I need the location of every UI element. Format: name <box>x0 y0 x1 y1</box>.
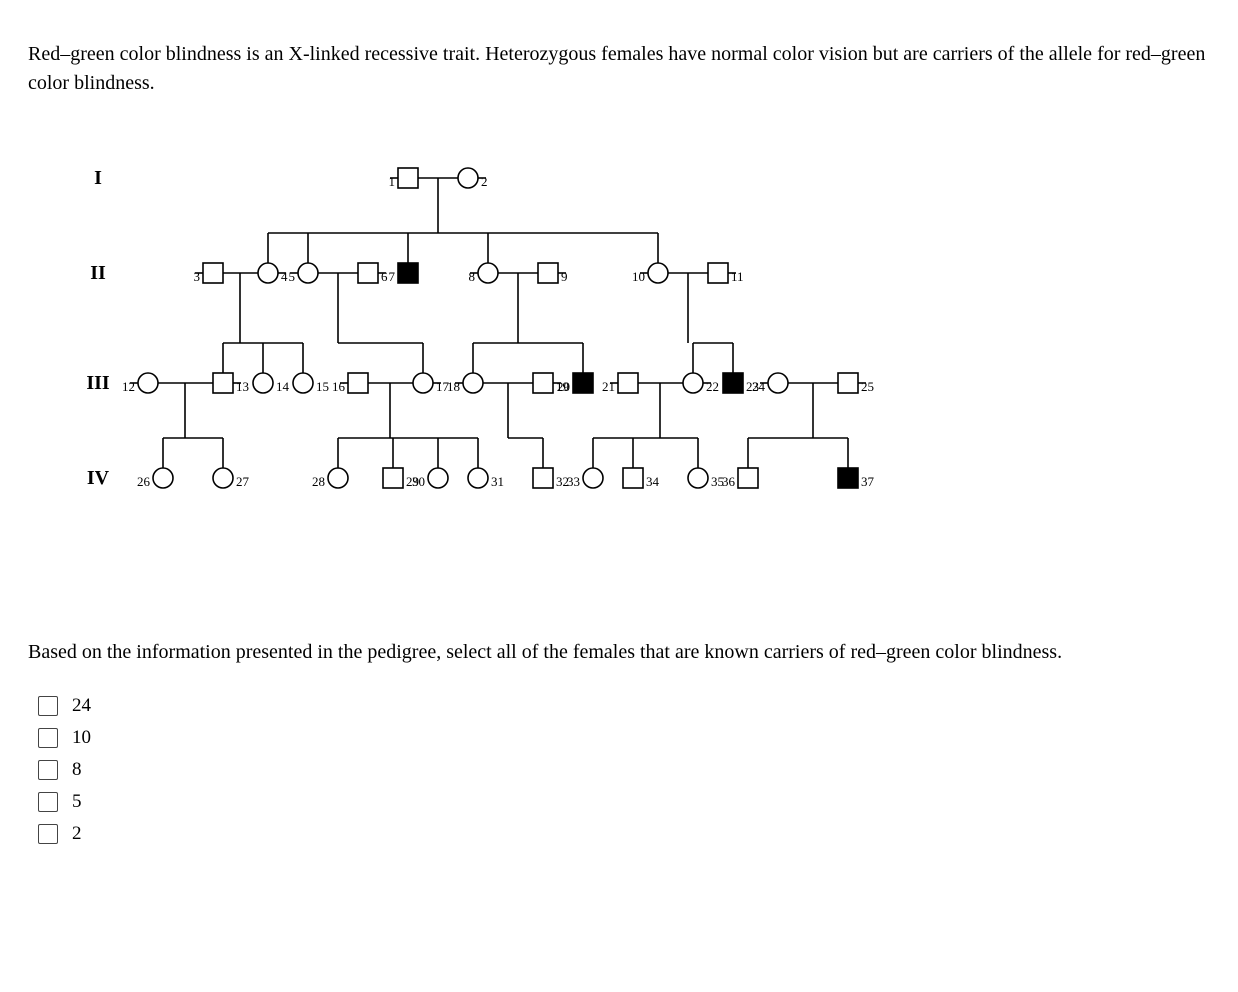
person-4-circle-icon <box>258 263 278 283</box>
person-2-circle-icon <box>458 168 478 188</box>
svg-text:5: 5 <box>289 269 296 284</box>
person-36-square-icon <box>738 468 758 488</box>
person-32-square-icon <box>533 468 553 488</box>
option-row-2[interactable]: 2 <box>38 823 1210 845</box>
svg-text:IV: IV <box>87 467 110 489</box>
svg-text:30: 30 <box>412 474 425 489</box>
person-11-square-icon <box>708 263 728 283</box>
person-34-square-icon <box>623 468 643 488</box>
answer-options: 24 10 8 5 2 <box>28 695 1210 845</box>
svg-text:III: III <box>86 372 110 394</box>
svg-text:18: 18 <box>447 379 460 394</box>
svg-text:II: II <box>90 262 106 284</box>
svg-text:4: 4 <box>281 269 288 284</box>
svg-text:13: 13 <box>236 379 249 394</box>
person-5-circle-icon <box>298 263 318 283</box>
checkbox-24[interactable] <box>38 696 58 716</box>
person-35-circle-icon <box>688 468 708 488</box>
svg-text:12: 12 <box>122 379 135 394</box>
svg-text:6: 6 <box>381 269 388 284</box>
svg-text:25: 25 <box>861 379 874 394</box>
svg-text:36: 36 <box>722 474 736 489</box>
person-33-circle-icon <box>583 468 603 488</box>
svg-text:11: 11 <box>731 269 744 284</box>
svg-text:7: 7 <box>389 269 396 284</box>
person-1-square-icon <box>398 168 418 188</box>
svg-text:22: 22 <box>706 379 719 394</box>
option-row-8[interactable]: 8 <box>38 759 1210 781</box>
svg-text:2: 2 <box>481 174 488 189</box>
intro-text: Red–green color blindness is an X-linked… <box>28 40 1210 98</box>
person-29-square-icon <box>383 468 403 488</box>
option-label-8: 8 <box>72 759 82 781</box>
svg-text:10: 10 <box>632 269 645 284</box>
person-31-circle-icon <box>468 468 488 488</box>
person-13-square-icon <box>213 373 233 393</box>
svg-text:37: 37 <box>861 474 875 489</box>
person-30-circle-icon <box>428 468 448 488</box>
person-9-square-icon <box>538 263 558 283</box>
pedigree-svg: IIIIIIIV12345678910111213141516171819202… <box>68 138 968 498</box>
option-label-2: 2 <box>72 823 82 845</box>
svg-text:34: 34 <box>646 474 660 489</box>
person-16-square-icon <box>348 373 368 393</box>
svg-text:33: 33 <box>567 474 580 489</box>
person-21-square-icon <box>618 373 638 393</box>
svg-text:16: 16 <box>332 379 346 394</box>
svg-text:20: 20 <box>557 379 570 394</box>
person-6-square-icon <box>358 263 378 283</box>
person-26-circle-icon <box>153 468 173 488</box>
svg-text:28: 28 <box>312 474 325 489</box>
person-17-circle-icon <box>413 373 433 393</box>
person-27-circle-icon <box>213 468 233 488</box>
option-label-24: 24 <box>72 695 91 717</box>
checkbox-8[interactable] <box>38 760 58 780</box>
person-7-square-icon <box>398 263 418 283</box>
person-24-circle-icon <box>768 373 788 393</box>
checkbox-10[interactable] <box>38 728 58 748</box>
person-37-square-icon <box>838 468 858 488</box>
pedigree-figure: IIIIIIIV12345678910111213141516171819202… <box>68 138 968 498</box>
option-row-5[interactable]: 5 <box>38 791 1210 813</box>
person-22-circle-icon <box>683 373 703 393</box>
checkbox-2[interactable] <box>38 824 58 844</box>
svg-text:I: I <box>94 167 102 189</box>
person-15-circle-icon <box>293 373 313 393</box>
person-18-circle-icon <box>463 373 483 393</box>
person-19-square-icon <box>533 373 553 393</box>
svg-text:31: 31 <box>491 474 504 489</box>
svg-text:26: 26 <box>137 474 151 489</box>
checkbox-5[interactable] <box>38 792 58 812</box>
question-prompt: Based on the information presented in th… <box>28 638 1210 667</box>
person-10-circle-icon <box>648 263 668 283</box>
svg-text:15: 15 <box>316 379 329 394</box>
svg-text:14: 14 <box>276 379 290 394</box>
person-12-circle-icon <box>138 373 158 393</box>
person-3-square-icon <box>203 263 223 283</box>
person-25-square-icon <box>838 373 858 393</box>
svg-text:8: 8 <box>469 269 476 284</box>
svg-text:9: 9 <box>561 269 568 284</box>
option-row-10[interactable]: 10 <box>38 727 1210 749</box>
svg-text:27: 27 <box>236 474 250 489</box>
svg-text:1: 1 <box>389 174 396 189</box>
person-20-square-icon <box>573 373 593 393</box>
person-28-circle-icon <box>328 468 348 488</box>
svg-text:21: 21 <box>602 379 615 394</box>
option-label-10: 10 <box>72 727 91 749</box>
person-23-square-icon <box>723 373 743 393</box>
option-label-5: 5 <box>72 791 82 813</box>
person-14-circle-icon <box>253 373 273 393</box>
svg-text:3: 3 <box>194 269 201 284</box>
option-row-24[interactable]: 24 <box>38 695 1210 717</box>
svg-text:24: 24 <box>752 379 766 394</box>
person-8-circle-icon <box>478 263 498 283</box>
